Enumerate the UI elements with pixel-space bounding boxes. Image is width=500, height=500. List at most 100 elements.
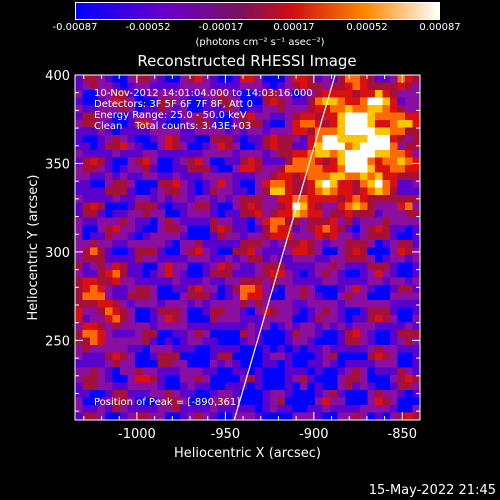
heatmap-cell (187, 172, 196, 181)
heatmap-cell (232, 157, 241, 166)
heatmap-cell (345, 112, 353, 121)
heatmap-cell (352, 375, 361, 383)
heatmap-cell (292, 97, 301, 106)
heatmap-cell (247, 210, 256, 218)
heatmap-cell (142, 322, 151, 331)
heatmap-cell (142, 367, 151, 376)
heatmap-cell (262, 262, 271, 271)
heatmap-cell (337, 360, 346, 368)
heatmap-cell (405, 210, 413, 218)
heatmap-cell (382, 135, 391, 143)
heatmap-cell (240, 225, 248, 233)
heatmap-cell (150, 390, 158, 398)
heatmap-cell (232, 337, 241, 346)
heatmap-cell (105, 75, 113, 83)
heatmap-cell (82, 112, 91, 121)
heatmap-cell (232, 217, 241, 226)
heatmap-cell (127, 397, 136, 406)
heatmap-cell (277, 292, 286, 301)
heatmap-cell (217, 307, 226, 316)
heatmap-cell (142, 97, 151, 106)
heatmap-cell (82, 382, 91, 391)
heatmap-cell (375, 345, 383, 353)
heatmap-cell (82, 307, 91, 316)
heatmap-cell (165, 90, 173, 98)
heatmap-cell (285, 285, 293, 293)
heatmap-cell (412, 180, 421, 188)
heatmap-cell (150, 210, 158, 218)
heatmap-cell (157, 240, 166, 248)
heatmap-cell (375, 367, 383, 376)
heatmap-cell (345, 322, 353, 331)
heatmap-cell (135, 82, 143, 91)
heatmap-cell (195, 375, 203, 383)
heatmap-cell (127, 202, 136, 211)
heatmap-cell (127, 150, 136, 158)
heatmap-cell (412, 232, 421, 241)
heatmap-cell (180, 75, 188, 83)
heatmap-cell (330, 412, 338, 421)
heatmap-cell (375, 105, 383, 113)
heatmap-cell (150, 315, 158, 323)
heatmap-cell (232, 187, 241, 196)
heatmap-cell (150, 150, 158, 158)
heatmap-cell (90, 195, 98, 203)
heatmap-cell (180, 277, 188, 286)
heatmap-cell (255, 82, 263, 91)
heatmap-cell (165, 375, 173, 383)
heatmap-cell (397, 345, 406, 353)
heatmap-cell (382, 75, 391, 83)
heatmap-cell (337, 187, 346, 196)
heatmap-cell (352, 142, 361, 151)
heatmap-cell (90, 412, 98, 421)
heatmap-cell (412, 217, 421, 226)
heatmap-cell (180, 97, 188, 106)
heatmap-cell (255, 405, 263, 413)
heatmap-cell (360, 382, 368, 391)
heatmap-cell (367, 240, 376, 248)
heatmap-cell (412, 255, 421, 263)
heatmap-cell (210, 232, 218, 241)
heatmap-cell (127, 345, 136, 353)
heatmap-cell (187, 412, 196, 421)
heatmap-cell (285, 165, 293, 173)
heatmap-cell (345, 247, 353, 256)
heatmap-cell (187, 330, 196, 338)
heatmap-cell (75, 292, 83, 301)
heatmap-cell (90, 157, 98, 166)
heatmap-cell (307, 300, 316, 308)
heatmap-cell (390, 165, 398, 173)
heatmap-cell (390, 135, 398, 143)
heatmap-cell (172, 270, 181, 278)
heatmap-cell (330, 195, 338, 203)
heatmap-cell (232, 142, 241, 151)
heatmap-cell (270, 120, 278, 128)
heatmap-cell (255, 285, 263, 293)
heatmap-cell (270, 135, 278, 143)
heatmap-cell (195, 405, 203, 413)
heatmap-cell (75, 360, 83, 368)
heatmap-cell (375, 240, 383, 248)
heatmap-cell (300, 217, 308, 226)
heatmap-cell (322, 82, 331, 91)
heatmap-cell (82, 225, 91, 233)
heatmap-cell (210, 90, 218, 98)
heatmap-cell (262, 232, 271, 241)
heatmap-cell (307, 157, 316, 166)
heatmap-cell (322, 345, 331, 353)
heatmap-cell (142, 240, 151, 248)
heatmap-cell (75, 412, 83, 421)
heatmap-cell (135, 397, 143, 406)
heatmap-cell (307, 187, 316, 196)
heatmap-cell (120, 210, 128, 218)
heatmap-cell (247, 75, 256, 83)
heatmap-cell (240, 330, 248, 338)
heatmap-cell (277, 262, 286, 271)
heatmap-cell (157, 180, 166, 188)
heatmap-cell (322, 382, 331, 391)
heatmap-cell (322, 240, 331, 248)
heatmap-cell (180, 262, 188, 271)
heatmap-cell (330, 262, 338, 271)
heatmap-cell (300, 307, 308, 316)
heatmap-cell (262, 285, 271, 293)
